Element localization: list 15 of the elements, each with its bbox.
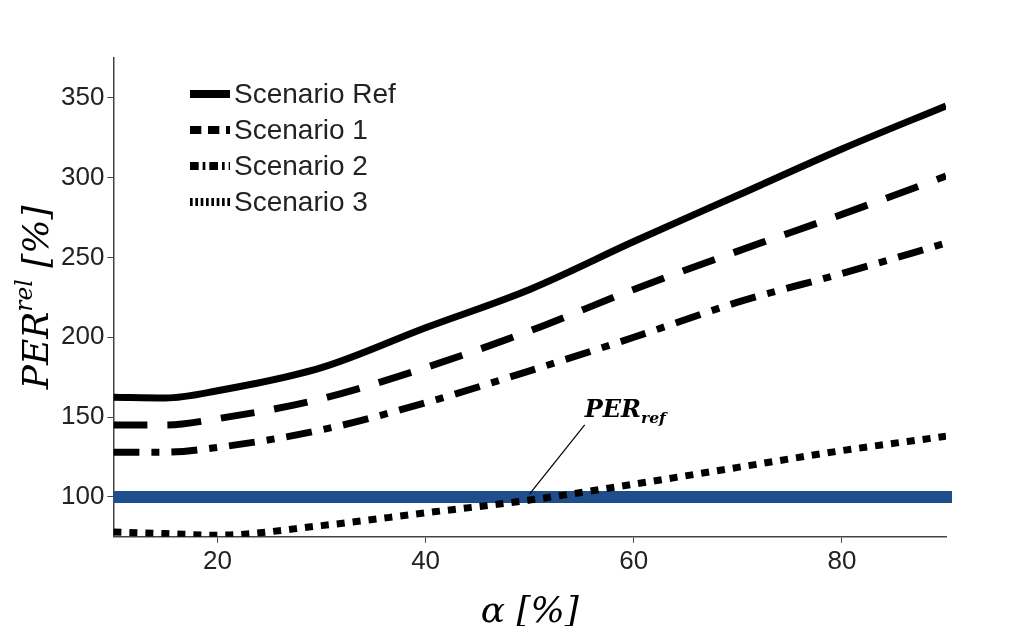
- x-tick-label: 60: [619, 544, 649, 575]
- y-tick-label: 250: [60, 240, 105, 271]
- x-tick-label: 20: [203, 544, 232, 575]
- y-tick-label: 150: [60, 400, 105, 431]
- y-axis-title: PERrel [%]: [9, 204, 56, 391]
- x-tick-label: 40: [411, 544, 441, 575]
- y-tick-label: 200: [60, 320, 105, 351]
- legend-label: Scenario 1: [234, 114, 368, 146]
- legend-label: Scenario Ref: [234, 78, 396, 110]
- legend-label: Scenario 3: [234, 186, 368, 218]
- legend-label: Scenario 2: [234, 150, 368, 182]
- x-tick-label: 80: [827, 544, 857, 575]
- y-tick-label: 300: [60, 160, 105, 191]
- y-tick-label: 350: [60, 81, 105, 112]
- y-tick-label: 100: [60, 480, 105, 511]
